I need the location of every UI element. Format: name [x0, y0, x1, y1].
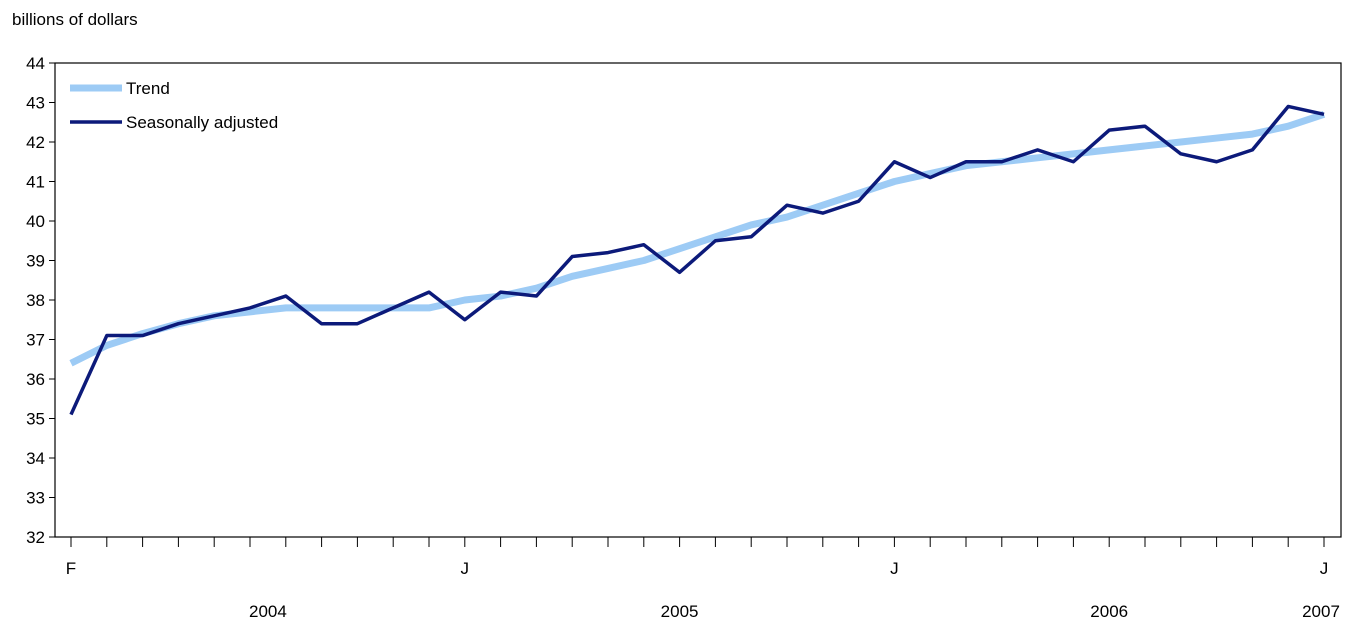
y-tick-label: 40: [26, 212, 45, 231]
x-year-label: 2005: [661, 602, 699, 620]
x-month-label: J: [1320, 559, 1329, 578]
y-tick-label: 33: [26, 489, 45, 508]
y-tick-label: 37: [26, 331, 45, 350]
x-year-label: 2006: [1090, 602, 1128, 620]
x-year-label: 2004: [249, 602, 287, 620]
series-line-seasonally-adjusted: [69, 104, 1325, 416]
legend-label: Seasonally adjusted: [126, 113, 278, 132]
y-tick-label: 41: [26, 173, 45, 192]
x-month-label: J: [461, 559, 470, 578]
y-tick-label: 43: [26, 94, 45, 113]
y-axis-unit-label: billions of dollars: [12, 10, 138, 29]
y-tick-label: 32: [26, 528, 45, 547]
y-tick-label: 36: [26, 370, 45, 389]
x-month-label: F: [66, 559, 76, 578]
legend-label: Trend: [126, 79, 170, 98]
series-line-trend: [69, 111, 1326, 367]
y-tick-label: 39: [26, 252, 45, 271]
y-tick-label: 38: [26, 291, 45, 310]
y-tick-label: 35: [26, 410, 45, 429]
x-year-label: 2007: [1302, 602, 1340, 620]
plot-frame: [54, 62, 1342, 538]
y-tick-label: 42: [26, 133, 45, 152]
y-tick-label: 44: [26, 54, 45, 73]
y-tick-label: 34: [26, 449, 45, 468]
x-month-label: J: [890, 559, 899, 578]
